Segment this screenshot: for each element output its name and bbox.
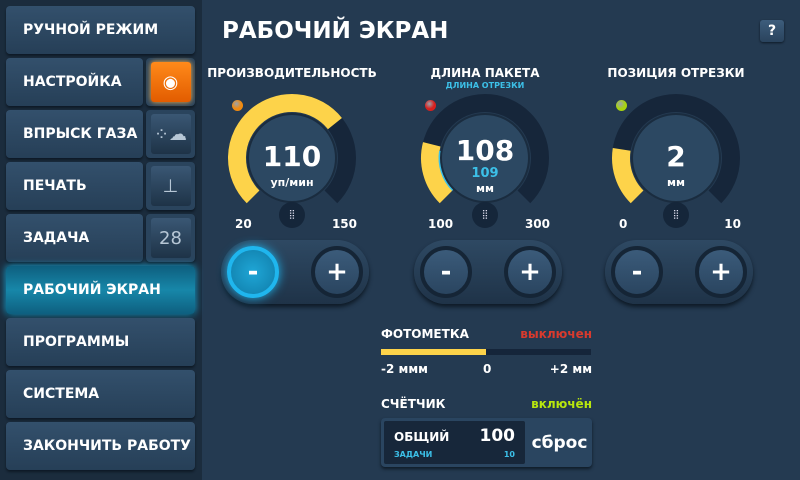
keypad-icon[interactable]: ⣿	[279, 202, 305, 228]
sidebar-item-4[interactable]: ЗАДАЧА	[6, 214, 143, 262]
stepper: - +	[414, 240, 562, 304]
gauge-fill	[228, 94, 342, 204]
gauge-fill	[421, 142, 453, 204]
photomark-status: выключен	[520, 327, 592, 341]
increment-button[interactable]: +	[311, 246, 363, 298]
decrement-button[interactable]: -	[227, 246, 279, 298]
sidebar-item-7[interactable]: СИСТЕМА	[6, 370, 195, 418]
decrement-button[interactable]: -	[611, 246, 663, 298]
keypad-icon[interactable]: ⣿	[663, 202, 689, 228]
task-value: 10	[503, 450, 515, 459]
gauge-fill	[612, 147, 644, 204]
gauge-1: 108 109 мм ⣿ 100 300 - +	[390, 90, 580, 330]
counter-label: СЧЁТЧИК	[381, 397, 446, 411]
sidebar-item-6[interactable]: ПРОГРАММЫ	[6, 318, 195, 366]
photomark-max: +2 мм	[549, 362, 592, 376]
gauge-value: 110	[262, 140, 322, 173]
counter-status: включён	[531, 397, 592, 411]
sidebar-item-label: ЗАДАЧА	[23, 230, 90, 246]
increment-button[interactable]: +	[695, 246, 747, 298]
sidebar-tile-4[interactable]: 28	[146, 214, 195, 262]
photomark-label: ФОТОМЕТКА	[381, 327, 469, 341]
increment-button[interactable]: +	[504, 246, 556, 298]
sidebar-item-1[interactable]: НАСТРОЙКА	[6, 58, 143, 106]
sidebar-item-label: ПЕЧАТЬ	[23, 178, 87, 194]
gauge-max: 150	[331, 217, 357, 231]
decrement-button[interactable]: -	[420, 246, 472, 298]
sidebar-tile-2[interactable]: ⁘☁	[146, 110, 195, 158]
page-title: РАБОЧИЙ ЭКРАН	[222, 18, 449, 44]
gauge-0: 110 уп/мин ⣿ 20 150 - +	[197, 90, 387, 330]
sidebar-item-5[interactable]: РАБОЧИЙ ЭКРАН	[6, 266, 195, 314]
sidebar-item-0[interactable]: РУЧНОЙ РЕЖИМ	[6, 6, 195, 54]
status-led	[232, 100, 243, 111]
sidebar-item-8[interactable]: ЗАКОНЧИТЬ РАБОТУ	[6, 422, 195, 470]
sidebar-item-label: НАСТРОЙКА	[23, 74, 122, 90]
sidebar-item-label: ПРОГРАММЫ	[23, 334, 130, 350]
gauge-unit: уп/мин	[270, 176, 314, 189]
eye-icon: ◉	[150, 62, 191, 102]
photomark-center: 0	[483, 362, 492, 376]
stepper: - +	[605, 240, 753, 304]
sidebar-item-label: ВПРЫСК ГАЗА	[23, 126, 138, 142]
sidebar: РУЧНОЙ РЕЖИМ НАСТРОЙКА ◉ ВПРЫСК ГАЗА ⁘☁ ПЕЧАТ…	[0, 0, 202, 480]
gauge-value: 2	[666, 140, 686, 173]
gauge-min: 0	[619, 217, 628, 231]
total-label: ОБЩИЙ	[394, 430, 450, 444]
gauge-unit: мм	[476, 182, 494, 195]
status-led	[616, 100, 627, 111]
gauge-value: 108	[455, 134, 515, 167]
gauge-min: 20	[235, 217, 252, 231]
sidebar-item-label: РАБОЧИЙ ЭКРАН	[23, 282, 161, 298]
gauge-min: 100	[428, 217, 454, 231]
sidebar-item-label: СИСТЕМА	[23, 386, 100, 402]
keypad-icon[interactable]: ⣿	[472, 202, 498, 228]
gauge-max: 10	[724, 217, 741, 231]
sidebar-tile-3[interactable]: ⊥	[146, 162, 195, 210]
gauge-unit: мм	[667, 176, 685, 189]
gauge-title: ПРОИЗВОДИТЕЛЬНОСТЬ	[207, 66, 377, 80]
photomark-min: -2 ммм	[381, 362, 428, 376]
photomark-bar	[381, 349, 591, 355]
gauge-subtitle: ДЛИНА ОТРЕЗКИ	[445, 81, 525, 90]
status-led	[425, 100, 436, 111]
gauge-max: 300	[524, 217, 550, 231]
stamp-icon: ⊥	[150, 166, 191, 206]
counter-display: ОБЩИЙ 100 ЗАДАЧИ 10	[384, 421, 525, 464]
gauge-title: ДЛИНА ПАКЕТА	[430, 66, 540, 80]
gauge-title: ПОЗИЦИЯ ОТРЕЗКИ	[607, 66, 745, 80]
sidebar-item-2[interactable]: ВПРЫСК ГАЗА	[6, 110, 143, 158]
gauge-secondary-value: 109	[471, 166, 499, 181]
sidebar-item-3[interactable]: ПЕЧАТЬ	[6, 162, 143, 210]
task-label: ЗАДАЧИ	[394, 450, 433, 459]
help-button[interactable]: ?	[760, 20, 784, 42]
stepper: - +	[221, 240, 369, 304]
reset-button[interactable]: сброс	[531, 432, 588, 453]
sidebar-item-label: РУЧНОЙ РЕЖИМ	[23, 22, 159, 38]
gas-cloud-icon: ⁘☁	[150, 114, 191, 154]
sidebar-tile-1[interactable]: ◉	[146, 58, 195, 106]
counter-panel: ОБЩИЙ 100 ЗАДАЧИ 10 сброс	[381, 418, 592, 467]
counter-icon: 28	[150, 218, 191, 258]
total-value: 100	[479, 426, 516, 446]
gauge-2: 2 мм ⣿ 0 10 - +	[581, 90, 771, 330]
sidebar-item-label: ЗАКОНЧИТЬ РАБОТУ	[23, 438, 191, 454]
